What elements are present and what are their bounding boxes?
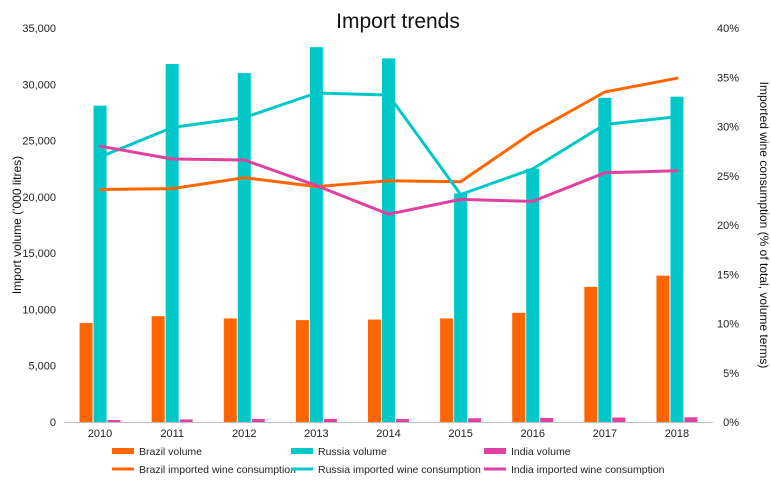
y2-axis-label: Imported wine consumption (% of total, v… bbox=[757, 82, 771, 369]
bar-brazil-volume bbox=[151, 316, 165, 422]
y-tick-label: 0 bbox=[50, 417, 56, 429]
bar-brazil-volume bbox=[440, 318, 454, 422]
chart-title: Import trends bbox=[336, 10, 460, 33]
bar-russia-volume bbox=[309, 47, 323, 422]
bar-brazil-volume bbox=[584, 286, 598, 422]
y-tick-label: 15,000 bbox=[22, 248, 56, 260]
bar-brazil-volume bbox=[223, 318, 237, 422]
bar-india-volume bbox=[179, 419, 193, 422]
legend-swatch bbox=[291, 448, 313, 454]
y2-tick-label: 25% bbox=[717, 171, 739, 183]
legend-swatch bbox=[112, 448, 134, 454]
bar-russia-volume bbox=[454, 193, 468, 422]
y-tick-label: 10,000 bbox=[22, 304, 56, 316]
x-tick-label: 2011 bbox=[160, 428, 184, 440]
y-axis-label: Import volume ('000 litres) bbox=[10, 156, 24, 294]
bar-russia-volume bbox=[165, 64, 179, 422]
legend-label: Brazil volume bbox=[139, 446, 202, 458]
bars-layer bbox=[79, 47, 698, 423]
y2-tick-label: 10% bbox=[717, 319, 739, 331]
line-india-imported-wine-consumption bbox=[98, 144, 679, 216]
bar-russia-volume bbox=[598, 97, 612, 423]
bar-india-volume bbox=[540, 417, 554, 422]
bar-russia-volume bbox=[670, 96, 684, 422]
legend-swatch bbox=[484, 448, 506, 454]
x-tick-label: 2015 bbox=[448, 428, 472, 440]
bar-india-volume bbox=[251, 419, 265, 422]
y2-tick-label: 5% bbox=[723, 368, 739, 380]
bar-russia-volume bbox=[237, 73, 251, 423]
legend: Brazil volume Russia volume India volume Br… bbox=[112, 446, 665, 476]
bar-india-volume bbox=[684, 417, 698, 422]
bar-brazil-volume bbox=[368, 319, 381, 422]
axes-layer: 0 5,000 10,000 15,000 20,000 25,000 30,000 35,0… bbox=[22, 23, 739, 440]
y2-tick-label: 0% bbox=[723, 417, 739, 429]
bar-russia-volume bbox=[93, 105, 107, 422]
line-russia-imported-wine-consumption bbox=[98, 91, 679, 196]
y2-tick-label: 15% bbox=[717, 269, 739, 281]
bar-brazil-volume bbox=[656, 275, 670, 422]
y-tick-label: 25,000 bbox=[22, 136, 56, 148]
y2-tick-label: 35% bbox=[717, 72, 739, 84]
bar-india-volume bbox=[107, 419, 121, 422]
legend-label: India imported wine consumption bbox=[511, 464, 665, 476]
x-tick-label: 2016 bbox=[520, 428, 544, 440]
y-tick-label: 35,000 bbox=[22, 23, 56, 35]
x-tick-label: 2014 bbox=[376, 428, 400, 440]
bar-india-volume bbox=[468, 418, 482, 422]
bar-russia-volume bbox=[382, 58, 395, 422]
x-tick-label: 2017 bbox=[593, 428, 617, 440]
legend-label: Brazil imported wine consumption bbox=[139, 464, 296, 476]
bar-india-volume bbox=[612, 417, 626, 422]
bar-india-volume bbox=[323, 418, 337, 422]
y-tick-label: 5,000 bbox=[28, 361, 56, 373]
y2-tick-label: 20% bbox=[717, 220, 739, 232]
y-tick-label: 20,000 bbox=[22, 192, 56, 204]
x-tick-label: 2010 bbox=[88, 428, 112, 440]
legend-label: Russia imported wine consumption bbox=[318, 464, 481, 476]
bar-india-volume bbox=[396, 419, 409, 422]
x-tick-label: 2018 bbox=[665, 428, 689, 440]
bar-russia-volume bbox=[526, 168, 540, 422]
legend-label: Russia volume bbox=[318, 446, 387, 458]
bar-brazil-volume bbox=[512, 312, 526, 422]
y2-tick-label: 30% bbox=[717, 122, 739, 134]
x-tick-label: 2012 bbox=[232, 428, 256, 440]
bar-brazil-volume bbox=[79, 322, 93, 422]
y2-tick-label: 40% bbox=[717, 23, 739, 35]
lines-layer bbox=[98, 76, 679, 216]
x-tick-label: 2013 bbox=[304, 428, 328, 440]
y-tick-label: 30,000 bbox=[22, 79, 56, 91]
bar-brazil-volume bbox=[295, 320, 309, 422]
legend-label: India volume bbox=[511, 446, 571, 458]
line-brazil-imported-wine-consumption bbox=[98, 76, 679, 191]
